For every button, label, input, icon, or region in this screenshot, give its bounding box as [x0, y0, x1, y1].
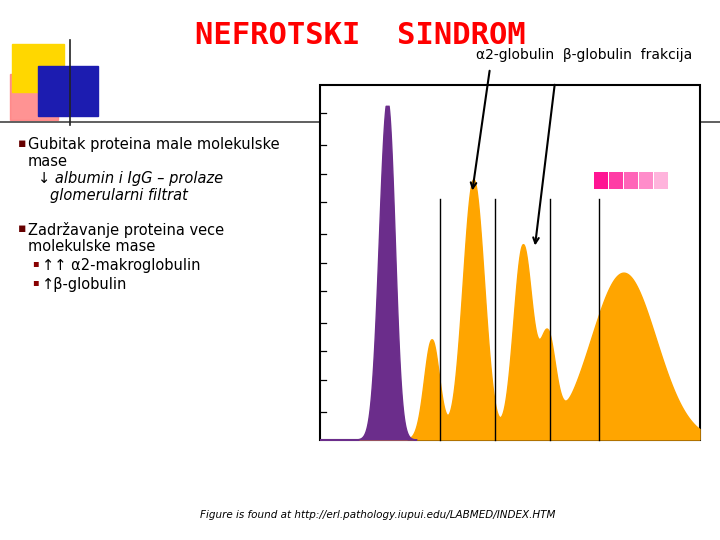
- Text: ▪: ▪: [18, 222, 27, 235]
- Text: ↑β-globulin: ↑β-globulin: [42, 277, 127, 292]
- Bar: [593, 172, 608, 190]
- Text: Figure is found at http://erl.pathology.iupui.edu/LABMED/INDEX.HTM: Figure is found at http://erl.pathology.…: [200, 510, 556, 520]
- Text: molekulske mase: molekulske mase: [28, 239, 156, 254]
- Text: Zadržavanje proteina vece: Zadržavanje proteina vece: [28, 222, 224, 238]
- Bar: [38, 66, 98, 116]
- Bar: [320, 85, 700, 440]
- Bar: [12, 44, 64, 92]
- Bar: [639, 172, 653, 190]
- Text: ▪: ▪: [32, 277, 39, 287]
- Text: ↑↑ α2-makroglobulin: ↑↑ α2-makroglobulin: [42, 258, 200, 273]
- Text: mase: mase: [28, 154, 68, 169]
- Text: ▪: ▪: [32, 258, 39, 268]
- Text: ▪: ▪: [18, 137, 27, 150]
- Bar: [654, 172, 668, 190]
- Bar: [609, 172, 623, 190]
- Text: glomerularni filtrat: glomerularni filtrat: [50, 188, 188, 203]
- Text: Gubitak proteina male molekulske: Gubitak proteina male molekulske: [28, 137, 279, 152]
- Polygon shape: [320, 106, 417, 440]
- Text: α2-globulin  β-globulin  frakcija: α2-globulin β-globulin frakcija: [476, 48, 692, 62]
- Bar: [624, 172, 638, 190]
- Polygon shape: [320, 180, 700, 440]
- Text: NEFROTSKI  SINDROM: NEFROTSKI SINDROM: [194, 21, 526, 50]
- Text: ↓ albumin i IgG – prolaze: ↓ albumin i IgG – prolaze: [38, 171, 223, 186]
- Bar: [10, 74, 58, 120]
